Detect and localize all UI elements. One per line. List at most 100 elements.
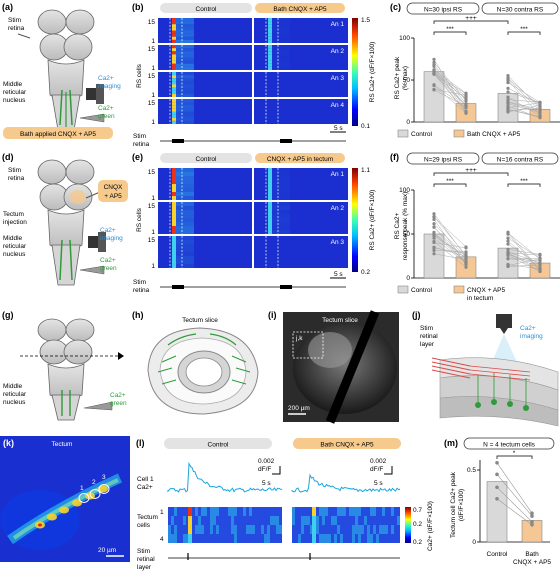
heat-l-cell <box>379 516 382 525</box>
panel-b-stim2: retina <box>133 141 150 148</box>
heat-cell <box>268 196 272 200</box>
panel-k-scale: 20 µm <box>98 547 116 554</box>
heat-tail <box>176 93 194 97</box>
panel-g-mrn-line2: reticular <box>3 391 27 398</box>
panel-j-ca-line1: Ca2+ <box>520 325 536 332</box>
heat-l-cell <box>195 534 198 543</box>
heat-tail <box>176 39 194 43</box>
heat-l-cell <box>319 525 322 534</box>
heat-l-cell <box>192 516 195 525</box>
heat-cell <box>268 206 272 210</box>
heat-cell <box>172 218 176 222</box>
panel-e-colorbar <box>352 168 358 272</box>
heat-l-cell <box>292 507 295 516</box>
heat-l-cell <box>234 525 237 534</box>
heat-tail <box>176 214 194 218</box>
heat-cell <box>268 210 272 214</box>
ytick-label: 0 <box>472 539 476 546</box>
pair-line <box>433 64 467 104</box>
heat-cell <box>172 230 176 234</box>
point <box>506 77 510 81</box>
bracket <box>433 20 509 24</box>
heat-l-cell <box>201 525 204 534</box>
heat-l-cell <box>264 534 267 543</box>
point <box>464 245 468 249</box>
heat-tail <box>272 63 290 67</box>
heat-tail <box>176 81 194 85</box>
heat-cell <box>268 188 272 192</box>
heat-cell <box>172 33 176 37</box>
heat-ytick-top: 15 <box>148 73 156 80</box>
heat-l-cell <box>183 534 186 543</box>
panel-m-ylabel2: (dF/F×100) <box>458 489 465 521</box>
heat-l-cell <box>325 525 328 534</box>
panel-f-legend-drug2: in tectum <box>467 295 493 302</box>
point <box>432 246 436 250</box>
heat-l-cell <box>255 534 258 543</box>
heat-l-cell <box>171 507 174 516</box>
heat-l-cell <box>222 507 225 516</box>
heat-l-cell <box>382 534 385 543</box>
panel-a-mrn-line1: Middle <box>3 81 23 88</box>
heat-l-cell <box>346 525 349 534</box>
heat-l-cell <box>301 507 304 516</box>
heat-tail <box>272 202 290 206</box>
heat-l-cell <box>331 516 334 525</box>
heat-l-cell <box>222 516 225 525</box>
pair-line <box>507 102 541 109</box>
heat-cell <box>172 72 176 76</box>
heat-l-cell <box>279 507 282 516</box>
heat-cell <box>268 226 272 230</box>
heat-l-cell <box>264 507 267 516</box>
heat-l-cell <box>337 516 340 525</box>
heat-l-cell <box>340 534 343 543</box>
heat-l-cell <box>246 507 249 516</box>
heat-l-cell <box>252 507 255 516</box>
heat-cell <box>172 222 176 226</box>
panel-a-ca-imaging-line1: Ca2+ <box>98 75 114 82</box>
panel-b-cbar-min: 0.1 <box>361 123 370 130</box>
heat-l-cell <box>207 507 210 516</box>
heat-l-cell <box>249 525 252 534</box>
heat-tail <box>272 45 290 48</box>
heat-tail <box>272 180 290 184</box>
panel-m-plot: 0.5 0 * <box>467 450 550 546</box>
heat-l-cell <box>340 516 343 525</box>
heat-tail <box>176 206 194 210</box>
brain-diagram-a <box>17 9 105 131</box>
panel-j-stim3: layer <box>420 341 435 348</box>
panel-l-colorbar <box>405 507 411 543</box>
heat-l-cell <box>322 525 325 534</box>
heat-cell <box>172 248 176 252</box>
panel-c: (c) N=30 ipsi RS N=30 contra RS RS Ca2+ … <box>390 2 560 138</box>
panel-d-ca-green-line1: Ca2+ <box>100 257 116 264</box>
heat-cell <box>268 39 272 43</box>
heat-l-cell <box>216 507 219 516</box>
point <box>432 252 436 256</box>
heat-cell <box>172 102 176 106</box>
heat-tail <box>176 256 194 260</box>
heat-cell <box>268 63 272 67</box>
heat-l-cell <box>270 525 273 534</box>
heat-cell <box>172 168 176 172</box>
heat-l-cell <box>195 507 198 516</box>
panel-l-scale-y2: dF/F <box>258 466 271 473</box>
heat-l-peak <box>312 534 316 543</box>
heat-l-cell <box>361 507 364 516</box>
heat-l-cell <box>382 516 385 525</box>
pair-line <box>507 91 541 103</box>
pair-line <box>507 103 541 114</box>
heat-l-cell <box>210 534 213 543</box>
heat-l-cell <box>279 534 282 543</box>
heat-tail <box>176 72 194 76</box>
heat-ytick-bottom: 1 <box>151 229 155 236</box>
heat-l-peak <box>188 534 192 543</box>
heat-animal-label: An 3 <box>331 75 345 82</box>
heat-l-cell <box>349 516 352 525</box>
heat-l-cell <box>273 516 276 525</box>
panel-j-stim2: retinal <box>420 333 438 340</box>
heat-tail <box>272 34 290 37</box>
heat-l-cell <box>334 507 337 516</box>
heat-cell <box>268 176 272 180</box>
heat-tail <box>272 172 290 176</box>
